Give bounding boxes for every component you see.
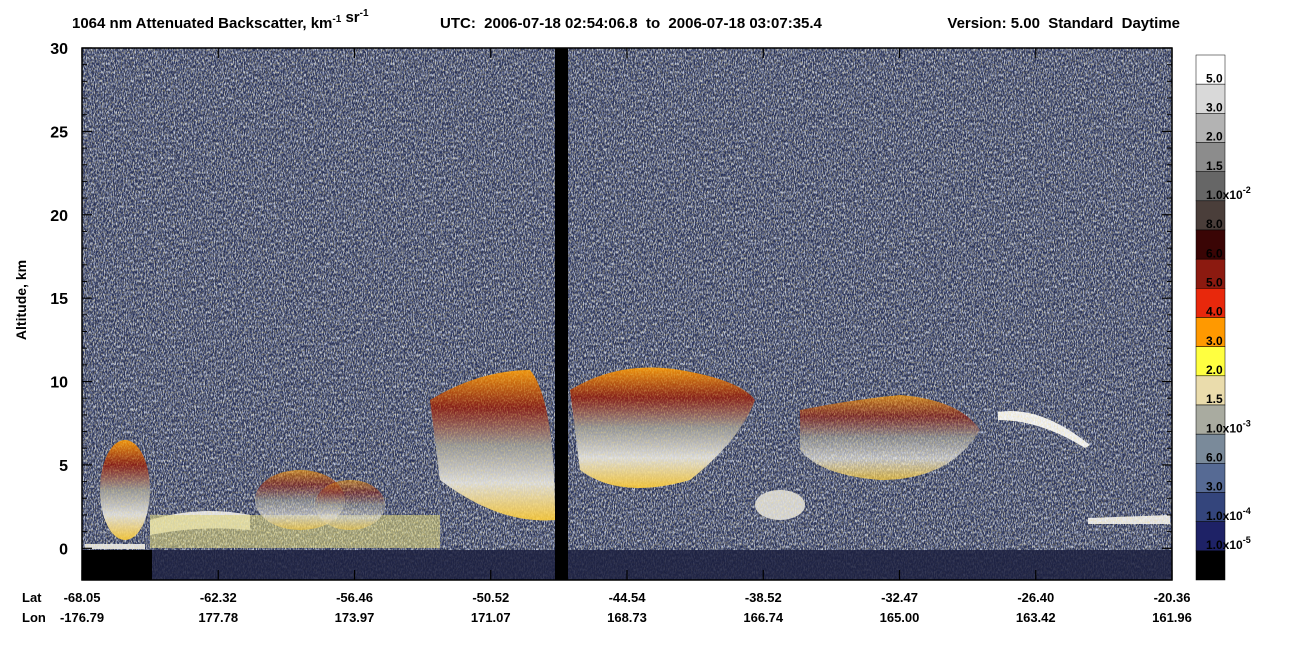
y-tick-label: 0 — [59, 541, 68, 558]
colorbar-swatch — [1195, 142, 1226, 172]
colorbar-label: 5.0 — [1206, 71, 1223, 85]
colorbar-label: 6.0 — [1206, 246, 1223, 260]
lon-label: 168.73 — [607, 610, 647, 625]
y-tick-label: 10 — [50, 375, 68, 392]
lat-label: -38.52 — [745, 590, 782, 605]
colorbar-label: 3.0 — [1206, 334, 1223, 348]
colorbar-swatch — [1195, 550, 1226, 581]
lon-label: 173.97 — [335, 610, 375, 625]
colorbar-label-text: 1.5 — [1206, 392, 1223, 406]
title-sup: -1 — [332, 14, 341, 25]
colorbar-label-text: 6.0 — [1206, 451, 1223, 465]
y-axis-label: Altitude, km — [13, 260, 29, 340]
version: Version: 5.00 Standard Daytime — [947, 15, 1180, 32]
colorbar-label-text: 3.0 — [1206, 334, 1223, 348]
lon-label: Lon — [22, 610, 46, 625]
colorbar-label: 4.0 — [1206, 305, 1223, 319]
colorbar-label-text: 5.0 — [1206, 276, 1223, 290]
colorbar-label-text: 1.0x10 — [1206, 538, 1243, 552]
lon-label: 161.96 — [1152, 610, 1192, 625]
colorbar-label-text: 8.0 — [1206, 217, 1223, 231]
colorbar-label-text: 2.0 — [1206, 363, 1223, 377]
colorbar-label-text: 1.0x10 — [1206, 188, 1243, 202]
title-text: 1064 nm Attenuated Backscatter, km — [72, 15, 332, 32]
lat-label: -32.47 — [881, 590, 918, 605]
y-tick-label: 15 — [50, 291, 68, 308]
lon-label: 177.78 — [198, 610, 238, 625]
backscatter-curtain — [82, 48, 1172, 580]
colorbar-label-text: 6.0 — [1206, 246, 1223, 260]
y-tick-label: 20 — [50, 208, 68, 225]
lon-label: 163.42 — [1016, 610, 1056, 625]
lon-label: 171.07 — [471, 610, 511, 625]
colorbar-swatch — [1195, 404, 1226, 435]
time-range: UTC: 2006-07-18 02:54:06.8 to 2006-07-18… — [440, 15, 823, 32]
chart-title: 1064 nm Attenuated Backscatter, km-1 sr-… — [72, 8, 369, 32]
colorbar-label: 6.0 — [1206, 451, 1223, 465]
colorbar-label-text: 5.0 — [1206, 71, 1223, 85]
colorbar-label: 1.5 — [1206, 392, 1223, 406]
colorbar-label-sup: -5 — [1243, 535, 1251, 545]
lat-label: -44.54 — [609, 590, 647, 605]
y-tick-label: 5 — [59, 458, 68, 475]
colorbar-label: 1.0x10-4 — [1206, 506, 1251, 523]
colorbar-label-sup: -4 — [1243, 506, 1251, 516]
colorbar-label-sup: -3 — [1243, 418, 1251, 428]
colorbar-label: 1.0x10-5 — [1206, 535, 1251, 552]
colorbar-swatch — [1195, 463, 1226, 493]
colorbar-swatch — [1195, 54, 1226, 85]
colorbar-label: 1.5 — [1206, 159, 1223, 173]
lat-label: -62.32 — [200, 590, 237, 605]
colorbar-label-text: 1.0x10 — [1206, 421, 1243, 435]
colorbar-label: 5.0 — [1206, 276, 1223, 290]
colorbar-label-text: 2.0 — [1206, 130, 1223, 144]
colorbar-label: 3.0 — [1206, 480, 1223, 494]
title-text: sr — [341, 9, 360, 26]
colorbar-label-text: 3.0 — [1206, 101, 1223, 115]
title-sup: -1 — [360, 8, 369, 19]
colorbar-label: 2.0 — [1206, 363, 1223, 377]
colorbar-label-text: 1.0x10 — [1206, 509, 1243, 523]
colorbar-label-text: 4.0 — [1206, 305, 1223, 319]
colorbar-swatch — [1195, 171, 1226, 202]
colorbar-swatch — [1195, 346, 1226, 377]
y-tick-label: 25 — [50, 124, 68, 141]
colorbar-swatch — [1195, 200, 1226, 231]
colorbar-swatch — [1195, 229, 1226, 260]
lat-label: Lat — [22, 590, 42, 605]
lon-label: 166.74 — [743, 610, 784, 625]
colorbar-label: 1.0x10-3 — [1206, 418, 1251, 435]
lon-label: -176.79 — [60, 610, 104, 625]
colorbar-swatch — [1195, 433, 1226, 464]
colorbar-label-sup: -2 — [1243, 185, 1251, 195]
colorbar-label-text: 1.5 — [1206, 159, 1223, 173]
lat-label: -20.36 — [1154, 590, 1191, 605]
colorbar-label: 2.0 — [1206, 130, 1223, 144]
colorbar-swatch — [1195, 317, 1226, 347]
lat-label: -26.40 — [1017, 590, 1054, 605]
colorbar-swatch — [1195, 83, 1226, 114]
colorbar-swatch — [1195, 113, 1226, 143]
colorbar-label-text: 3.0 — [1206, 480, 1223, 494]
colorbar-label: 1.0x10-2 — [1206, 185, 1251, 202]
lat-label: -56.46 — [336, 590, 373, 605]
lat-label: -68.05 — [64, 590, 101, 605]
colorbar-label: 3.0 — [1206, 101, 1223, 115]
colorbar-swatch — [1195, 521, 1226, 552]
lat-label: -50.52 — [472, 590, 509, 605]
lon-label: 165.00 — [880, 610, 920, 625]
colorbar-label: 8.0 — [1206, 217, 1223, 231]
y-tick-label: 30 — [50, 41, 68, 58]
colorbar-swatch — [1195, 492, 1226, 522]
